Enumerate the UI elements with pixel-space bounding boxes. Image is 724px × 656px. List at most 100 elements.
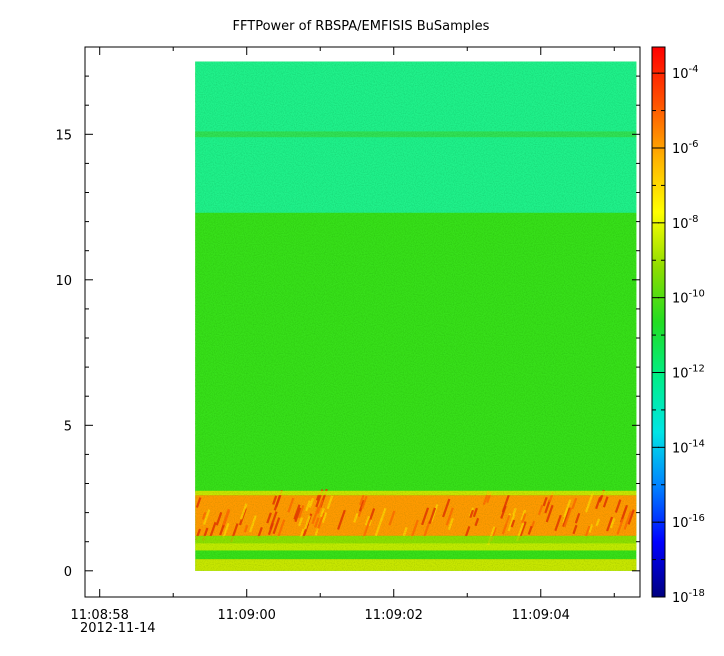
spectrogram-streak bbox=[239, 503, 248, 520]
spectrogram-streak bbox=[358, 499, 365, 512]
spectrogram-streak bbox=[297, 504, 305, 519]
spectrogram-streak bbox=[361, 495, 368, 509]
spectrogram-streak bbox=[447, 518, 454, 531]
spectrogram-streak bbox=[472, 507, 478, 518]
spectrogram-streak bbox=[337, 509, 346, 530]
y-tick-label: 5 bbox=[64, 419, 72, 434]
spectrogram-streak bbox=[267, 522, 274, 536]
spectrogram-streak bbox=[305, 500, 311, 512]
spectrogram-streak bbox=[215, 511, 223, 526]
spectrogram-streak bbox=[321, 512, 328, 523]
spectrogram-streak bbox=[308, 497, 315, 508]
spectrogram-streak bbox=[530, 520, 536, 528]
spectrogram-layers bbox=[195, 61, 637, 571]
spectrogram-streak bbox=[402, 527, 408, 537]
spectrogram-streak bbox=[616, 518, 624, 535]
spectrogram-streak bbox=[421, 507, 430, 526]
spectrogram-streak bbox=[361, 518, 372, 540]
spectrogram-streak bbox=[588, 524, 594, 533]
spectrogram-streak bbox=[527, 525, 533, 535]
colorbar-axis: 10-4 10-6 10-8 10-10 10-12 10-14 10-16 10-18 bbox=[652, 64, 705, 606]
spectrogram-streak bbox=[314, 517, 320, 528]
spectrogram-streak bbox=[584, 492, 594, 513]
spectrogram-streak bbox=[266, 512, 272, 524]
spectrogram-band bbox=[195, 559, 637, 571]
x-axis: 11:08:58 11:09:00 11:09:02 11:09:04 bbox=[71, 47, 615, 623]
spectrogram-streak bbox=[249, 515, 257, 533]
colorbar-tick-label: 10-16 bbox=[672, 513, 705, 531]
x-tick-label: 11:09:02 bbox=[365, 608, 423, 623]
spectrogram-streak bbox=[311, 506, 320, 525]
spectrogram-streak bbox=[319, 508, 325, 518]
spectrogram-streak bbox=[469, 509, 474, 518]
spectrogram-streak bbox=[627, 509, 635, 525]
spectrogram-streak bbox=[293, 504, 301, 520]
spectrogram-streak bbox=[445, 507, 454, 526]
spectrogram-streak bbox=[367, 519, 373, 527]
spectrogram-streak bbox=[542, 496, 548, 507]
spectrogram-streak bbox=[520, 509, 527, 521]
spectrogram-streak bbox=[595, 518, 601, 527]
spectrogram-streak bbox=[316, 499, 324, 514]
spectrogram-streak bbox=[545, 504, 554, 523]
spectrogram-streak bbox=[326, 495, 334, 510]
spectrogram-streak bbox=[474, 517, 480, 527]
spectrogram-streak bbox=[614, 499, 622, 513]
spectrogram-streak bbox=[609, 518, 616, 529]
spectrogram-streak bbox=[209, 521, 217, 537]
colorbar-tick-label: 10-14 bbox=[672, 438, 705, 456]
colorbar-tick-label: 10-4 bbox=[672, 64, 699, 82]
spectrogram-streak bbox=[222, 522, 230, 539]
spectrogram-streak bbox=[272, 517, 281, 535]
spectrogram-streak bbox=[359, 494, 365, 506]
spectrogram-streak bbox=[423, 521, 431, 537]
spectrogram-streak bbox=[374, 518, 383, 537]
spectrogram-streak bbox=[272, 495, 278, 505]
y-tick-label: 15 bbox=[55, 128, 72, 143]
spectrogram-streak bbox=[273, 494, 282, 511]
x-axis-date-label: 2012-11-14 bbox=[80, 621, 156, 636]
spectrogram-streak bbox=[195, 497, 202, 508]
spectrogram-streak bbox=[304, 515, 311, 530]
x-tick-label: 11:09:04 bbox=[512, 608, 570, 623]
spectrogram-streak bbox=[353, 512, 359, 523]
colorbar-tick-label: 10-12 bbox=[672, 363, 705, 381]
chart-title: FFTPower of RBSPA/EMFISIS BuSamples bbox=[233, 19, 490, 34]
spectrogram-streak bbox=[602, 496, 609, 508]
spectrogram-strip bbox=[195, 543, 637, 551]
colorbar bbox=[651, 46, 666, 598]
x-tick-label: 11:08:58 bbox=[71, 608, 129, 623]
spectrogram-streak bbox=[595, 496, 602, 510]
colorbar-tick-label: 10-8 bbox=[672, 214, 699, 232]
spectrogram-streak bbox=[294, 507, 302, 523]
spectrogram-streak bbox=[222, 508, 230, 526]
colorbar-tick-label: 10-10 bbox=[672, 289, 705, 307]
spectrogram-streak bbox=[563, 507, 573, 528]
y-tick-label: 0 bbox=[64, 565, 72, 580]
spectrogram-streak bbox=[219, 524, 225, 536]
spectrogram-streak bbox=[544, 499, 551, 514]
spectrogram-streak bbox=[428, 507, 437, 525]
spectrogram-streak bbox=[364, 516, 371, 526]
y-tick-label: 10 bbox=[55, 274, 72, 289]
spectrogram-streak bbox=[501, 514, 511, 535]
spectrogram-streak bbox=[287, 497, 295, 513]
colorbar-tick-label: 10-6 bbox=[672, 139, 699, 157]
spectrogram-band bbox=[195, 131, 637, 138]
spectrogram-streak bbox=[298, 517, 304, 527]
x-tick-label: 11:09:00 bbox=[218, 608, 276, 623]
spectrogram-streak bbox=[512, 507, 517, 516]
spectrogram-image bbox=[195, 61, 637, 571]
spectrogram-streak bbox=[623, 510, 633, 530]
spectrogram-streak bbox=[316, 512, 325, 532]
spectrogram-strip bbox=[195, 535, 637, 544]
spectrogram-streak bbox=[464, 525, 471, 537]
spectrogram-streak bbox=[442, 498, 451, 518]
spectrogram-streak bbox=[537, 504, 544, 516]
spectrogram-streak bbox=[571, 497, 578, 510]
spectrogram-streak bbox=[606, 516, 614, 532]
colorbar-tick-label: 10-18 bbox=[672, 588, 705, 606]
spectrogram-strip bbox=[195, 490, 637, 496]
spectrogram-streak bbox=[574, 512, 581, 524]
